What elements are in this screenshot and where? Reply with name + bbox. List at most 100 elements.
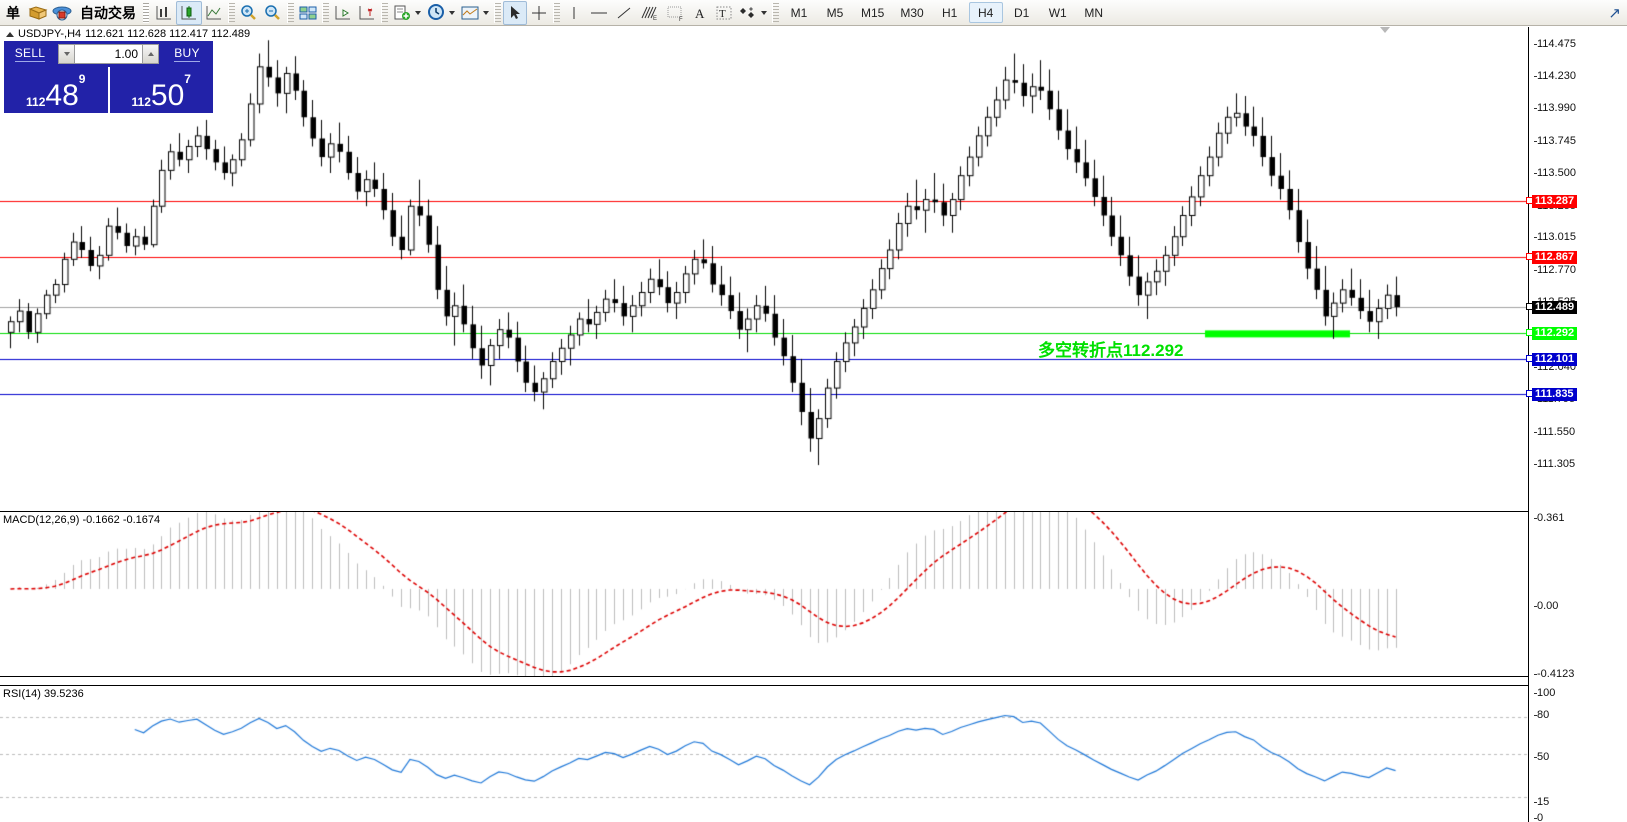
price-level-badge[interactable]: 112.867	[1526, 251, 1578, 265]
timeframe-m5[interactable]: M5	[826, 5, 844, 20]
toolbar-gripper[interactable]	[143, 2, 149, 23]
rsi-axis-tick: 0	[1533, 812, 1544, 822]
price-axis-tick: 112.040	[1534, 360, 1576, 373]
auto-scroll-icon[interactable]	[355, 1, 379, 25]
timeframe-h4[interactable]: H4	[968, 2, 1003, 23]
level-handle[interactable]	[1526, 354, 1533, 362]
sell-price[interactable]: 112 48 9	[4, 67, 108, 113]
templates-icon[interactable]	[458, 1, 482, 25]
chart-area[interactable]: USDJPY-,H4 112.621 112.628 112.417 112.4…	[0, 27, 1627, 822]
price-axis-tick: 114.475	[1534, 37, 1576, 50]
price-pane[interactable]: 多空转折点112.292	[0, 27, 1528, 481]
sell-price-prefix: 112	[26, 95, 46, 109]
candlestick-chart-icon[interactable]	[176, 0, 202, 25]
price-axis-tick: 113.745	[1534, 134, 1576, 147]
price-axis-tick: 112.770	[1534, 263, 1576, 276]
timeframe-h1[interactable]: H1	[942, 5, 958, 20]
volume-increment-button[interactable]	[142, 44, 159, 64]
rsi-label: RSI(14) 39.5236	[3, 688, 84, 700]
macd-label: MACD(12,26,9) -0.1662 -0.1674	[3, 514, 161, 526]
trade-panel-top: SELL 1.00 BUY	[4, 41, 213, 67]
auto-trading-label: 自动交易	[80, 4, 136, 21]
price-axis-tick: 111.550	[1533, 425, 1576, 438]
timeframe-w1[interactable]: W1	[1048, 5, 1067, 20]
crosshair-icon[interactable]	[527, 1, 551, 25]
timeframe-d1[interactable]: D1	[1014, 5, 1030, 20]
zoom-out-icon[interactable]	[261, 1, 285, 25]
price-axis-tick: 111.305	[1533, 458, 1576, 471]
sell-button[interactable]: SELL	[4, 41, 56, 67]
timeframe-m30[interactable]: M30	[900, 5, 924, 20]
period-icon[interactable]	[424, 1, 448, 25]
rsi-axis-tick: 80	[1533, 709, 1550, 721]
auto-trading-icon[interactable]	[50, 1, 74, 25]
chart-shift-icon[interactable]	[331, 1, 355, 25]
volume-decrement-button[interactable]	[58, 44, 75, 64]
sell-label: SELL	[14, 46, 46, 62]
trendline-icon[interactable]	[612, 1, 636, 25]
timeframe-m1[interactable]: M1	[790, 5, 808, 20]
text-icon[interactable]: A	[688, 1, 712, 25]
chart-symbol-header: USDJPY-,H4 112.621 112.628 112.417 112.4…	[6, 28, 250, 40]
shapes-dropdown-caret[interactable]	[761, 10, 767, 15]
svg-text:F: F	[679, 17, 683, 22]
price-level-badge[interactable]: 112.101	[1526, 352, 1578, 366]
level-handle[interactable]	[1526, 329, 1533, 337]
svg-text:T: T	[719, 8, 726, 20]
price-level-badge[interactable]: 113.287	[1526, 195, 1578, 209]
period-dropdown-caret[interactable]	[449, 10, 455, 15]
symbol-ohlc: 112.621 112.628 112.417 112.489	[85, 28, 251, 40]
level-handle[interactable]	[1526, 253, 1533, 261]
level-handle[interactable]	[1526, 303, 1533, 311]
price-axis-tick: 113.015	[1534, 231, 1576, 244]
price-axis-divider	[1528, 27, 1529, 822]
new-order-button[interactable]: 单	[0, 1, 26, 25]
collapse-triangle-icon[interactable]	[6, 31, 14, 37]
folder-icon[interactable]	[26, 1, 50, 25]
one-click-trading-panel[interactable]: SELL 1.00 BUY 112 48 9 112	[4, 41, 213, 113]
channel-icon[interactable]: F	[662, 1, 688, 25]
toolbar-separator-4	[381, 2, 388, 23]
volume-input[interactable]: 1.00	[75, 44, 142, 64]
price-level-badge[interactable]: 112.489	[1526, 301, 1578, 315]
macd-pane[interactable]: MACD(12,26,9) -0.1662 -0.1674	[0, 511, 1528, 677]
buy-price-fraction: 7	[184, 72, 191, 86]
cursor-icon[interactable]	[503, 0, 527, 25]
price-level-badge[interactable]: 112.292	[1526, 327, 1578, 341]
auto-trading-button[interactable]: 自动交易	[74, 1, 142, 25]
timeframe-mn[interactable]: MN	[1084, 5, 1104, 20]
rsi-axis-tick: 15	[1533, 796, 1550, 808]
bar-chart-icon[interactable]	[152, 1, 176, 25]
price-axis-tick: 114.230	[1534, 70, 1576, 83]
zoom-in-icon[interactable]	[237, 1, 261, 25]
price-axis[interactable]: 114.475 114.230 113.990 113.745 113.500 113.2…	[1526, 27, 1627, 822]
tile-windows-icon[interactable]	[296, 1, 320, 25]
rsi-pane[interactable]: RSI(14) 39.5236	[0, 685, 1528, 822]
toolbar-separator-3	[322, 2, 329, 23]
macd-canvas	[0, 512, 1528, 676]
pivot-annotation-label: 多空转折点112.292	[1038, 341, 1184, 361]
svg-text:E: E	[653, 16, 657, 22]
vertical-line-icon[interactable]	[562, 1, 586, 25]
candlestick-canvas	[0, 27, 1528, 481]
level-handle[interactable]	[1526, 390, 1533, 398]
horizontal-line-icon[interactable]	[586, 1, 612, 25]
toolbar-overflow-icon[interactable]: ↗	[1608, 5, 1621, 22]
timeframe-m15[interactable]: M15	[861, 5, 885, 20]
scroll-indicator-icon[interactable]	[1380, 27, 1390, 33]
volume-stepper[interactable]: 1.00	[56, 41, 161, 67]
fibonacci-icon[interactable]: E	[636, 1, 662, 25]
price-level-badge[interactable]: 111.835	[1526, 388, 1577, 402]
line-chart-icon[interactable]	[202, 1, 226, 25]
sell-price-fraction: 9	[78, 72, 86, 86]
indicators-icon[interactable]	[390, 1, 414, 25]
buy-button[interactable]: BUY	[161, 41, 213, 67]
toolbar-separator-7	[772, 2, 779, 23]
shapes-icon[interactable]	[736, 1, 760, 25]
level-handle[interactable]	[1526, 197, 1533, 205]
templates-dropdown-caret[interactable]	[483, 10, 489, 15]
indicators-dropdown-caret[interactable]	[415, 10, 421, 15]
buy-price[interactable]: 112 50 7	[107, 67, 213, 113]
label-icon[interactable]: T	[712, 1, 736, 25]
